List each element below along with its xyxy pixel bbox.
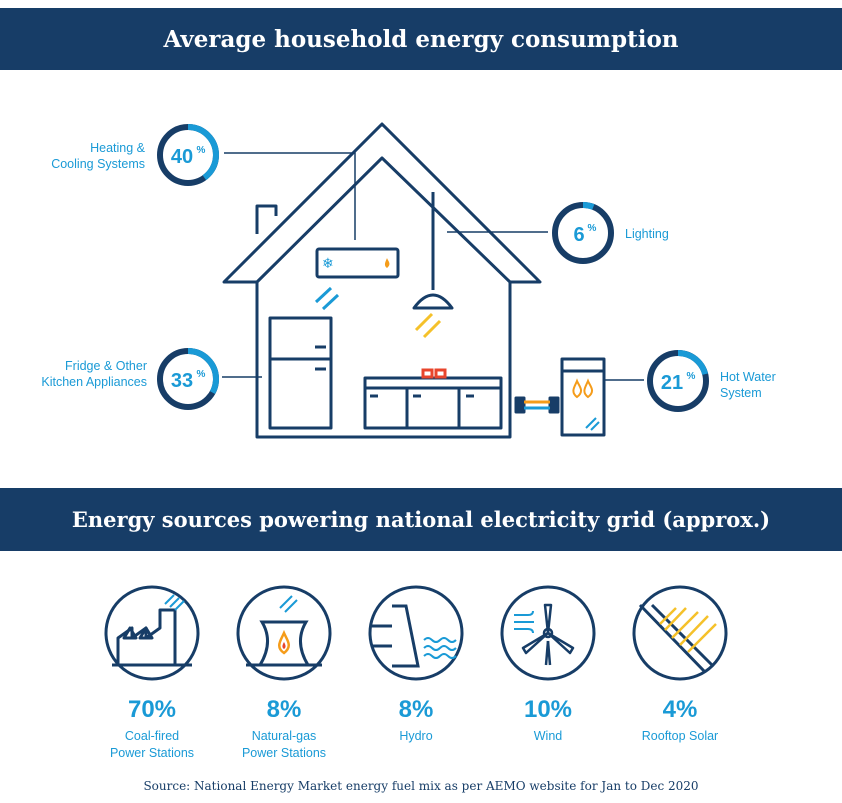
snowflake-icon: ❄: [322, 256, 334, 272]
hot-water-pipes: [524, 400, 550, 410]
gas-flame-icon: [278, 629, 290, 655]
wind-label-line1: Wind: [533, 729, 563, 743]
house-illustration: [222, 122, 606, 439]
ac-airflow-lines: [314, 286, 340, 311]
heating-label-line1: Heating &: [90, 141, 145, 155]
coal-label-line2: Power Stations: [109, 746, 195, 760]
kitchen-cabinet-icon: [363, 376, 503, 430]
solar-percent: 4%: [662, 696, 698, 723]
power-plant-icon: [246, 620, 322, 667]
ceiling-lamp-icon: [412, 192, 454, 310]
coal-label-line1: Coal-fired: [124, 729, 180, 743]
wind-label: Wind: [483, 728, 613, 745]
consumption-title: Average household energy consumption: [163, 25, 679, 53]
hot-water-label: Hot Water System: [720, 369, 776, 401]
hydro-percent: 8%: [398, 696, 434, 723]
kitchen-percent: 33: [171, 370, 193, 392]
wind-gust-lines: [514, 610, 534, 634]
house-inner-roof: [255, 156, 512, 284]
gas-label: Natural-gas Power Stations: [219, 728, 349, 762]
kitchen-label-line1: Fridge & Other: [65, 359, 147, 373]
hot-water-percent: 21: [661, 372, 683, 394]
dam-icon: [372, 604, 420, 668]
flame-icon: [384, 258, 390, 268]
heating-label: Heating & Cooling Systems: [40, 140, 145, 172]
gas-percent: 8%: [266, 696, 302, 723]
hot-water-label-line2: System: [720, 386, 762, 400]
source-footnote: Source: National Energy Market energy fu…: [143, 779, 699, 793]
hydro-icon-ring: [368, 585, 464, 681]
coal-label: Coal-fired Power Stations: [87, 728, 217, 762]
house-outline: [222, 122, 542, 439]
heating-label-line2: Cooling Systems: [51, 157, 145, 171]
water-waves-icon: [423, 637, 457, 659]
wind-percent: 10%: [523, 696, 573, 723]
coal-percent: 70%: [127, 696, 177, 723]
air-conditioner-icon: [315, 247, 400, 279]
gas-icon-ring: [236, 585, 332, 681]
lamp-light-lines: [414, 312, 442, 339]
solar-rays-lines: [659, 607, 717, 653]
consumption-title-banner: Average household energy consumption: [0, 8, 842, 70]
lighting-percent: 6: [573, 224, 584, 246]
fridge-icon: [268, 316, 333, 430]
kitchen-percent-symbol: %: [197, 369, 206, 380]
grid-sources-title-banner: Energy sources powering national electri…: [0, 488, 842, 551]
hot-water-vent-lines: [585, 417, 600, 431]
donut-heating: [157, 124, 219, 186]
lighting-percent-symbol: %: [588, 223, 597, 234]
factory-smoke-lines: [164, 594, 185, 611]
donut-kitchen: [157, 348, 219, 410]
wind-icon-ring: [500, 585, 596, 681]
solar-label-line1: Rooftop Solar: [641, 729, 719, 743]
heating-percent-symbol: %: [197, 145, 206, 156]
lighting-label-text: Lighting: [625, 227, 669, 241]
hot-water-unit-icon: [514, 357, 606, 437]
heating-percent: 40: [171, 146, 193, 168]
gas-steam-lines: [279, 595, 298, 613]
donut-lighting: [552, 202, 614, 264]
coal-icon-ring: [104, 585, 200, 681]
kitchen-label-line2: Kitchen Appliances: [41, 375, 147, 389]
gas-flame-core: [282, 642, 286, 649]
gas-label-line2: Power Stations: [241, 746, 327, 760]
grid-sources-title: Energy sources powering national electri…: [71, 507, 771, 532]
donut-hot-water: [647, 350, 709, 412]
solar-icon-ring: [632, 585, 728, 681]
hot-water-flame-icon: [572, 378, 594, 399]
hydro-label-line1: Hydro: [399, 729, 433, 743]
hydro-label: Hydro: [351, 728, 481, 745]
stove-burners: [421, 368, 447, 379]
gas-label-line1: Natural-gas: [251, 729, 317, 743]
hot-water-percent-symbol: %: [687, 371, 696, 382]
connector-lines: [222, 152, 644, 381]
solar-label: Rooftop Solar: [615, 728, 745, 745]
kitchen-label: Fridge & Other Kitchen Appliances: [20, 358, 147, 390]
hot-water-label-line1: Hot Water: [720, 370, 776, 384]
lighting-label: Lighting: [625, 226, 669, 242]
factory-icon: [112, 608, 192, 667]
wind-turbine-icon: [521, 603, 575, 666]
house-chimney: [255, 204, 278, 234]
